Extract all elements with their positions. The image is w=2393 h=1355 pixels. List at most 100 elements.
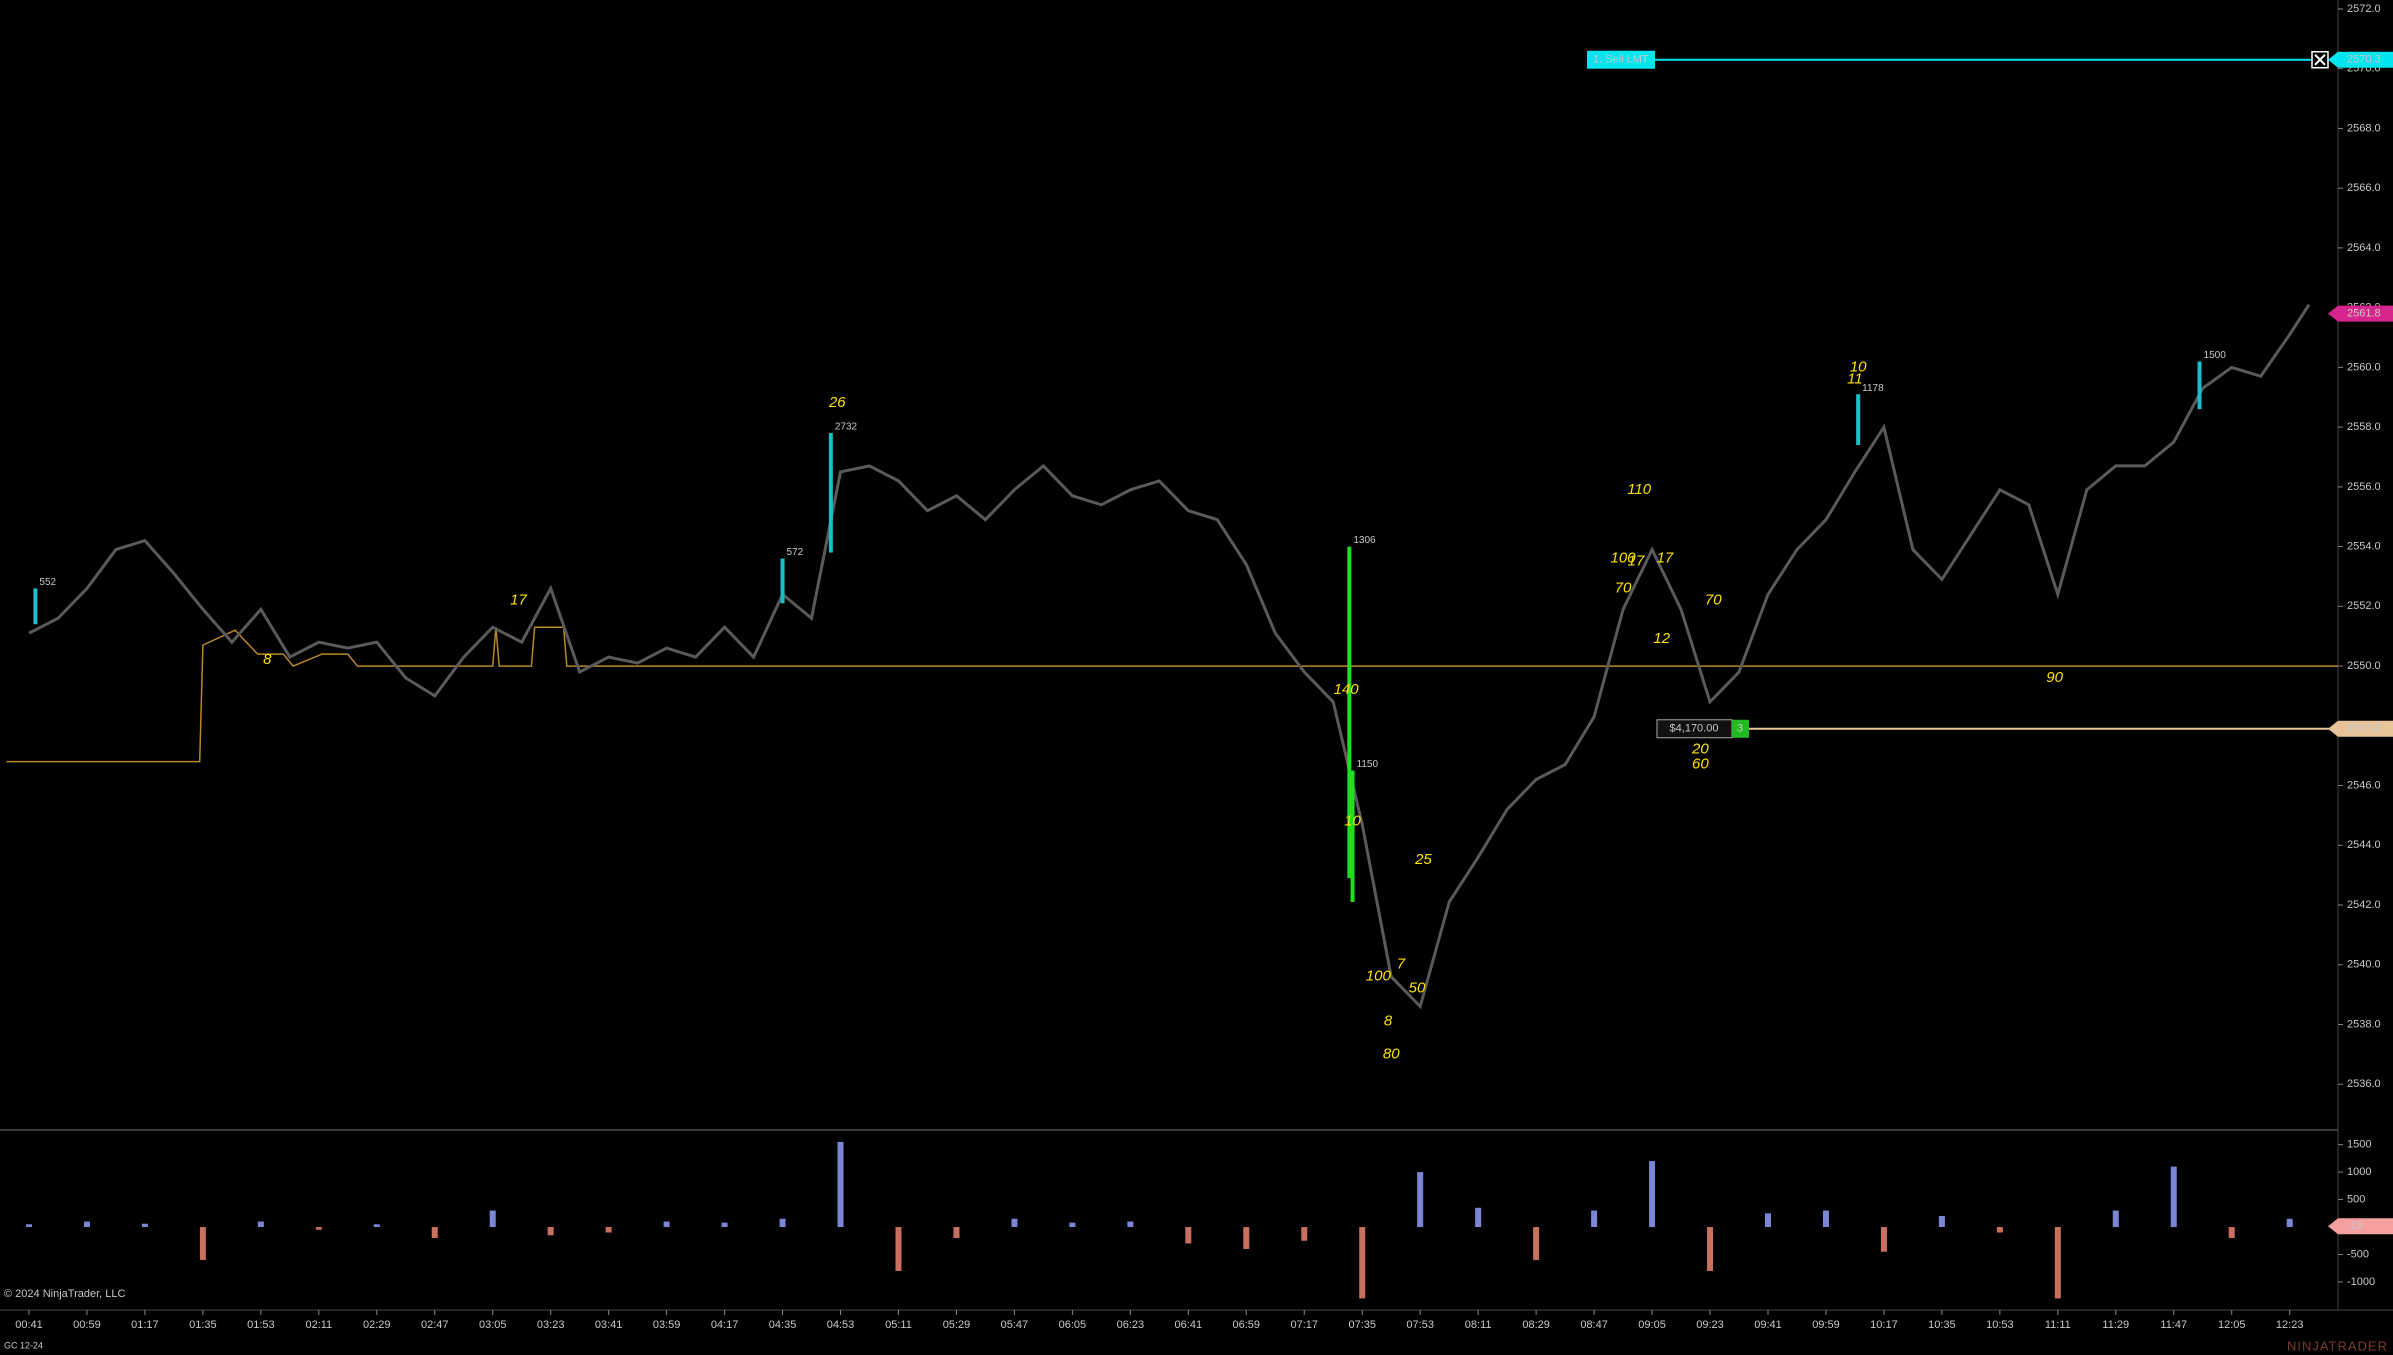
x-tick-label: 00:41	[15, 1319, 43, 1331]
big-trade-label: 552	[39, 577, 56, 588]
volume-bar	[1533, 1227, 1540, 1260]
annotation: 60	[1692, 756, 1709, 773]
volume-bar	[199, 1227, 206, 1260]
x-tick-label: 03:59	[653, 1319, 681, 1331]
x-tick-label: 11:47	[2160, 1319, 2187, 1331]
big-trade-label: 1178	[1862, 383, 1884, 394]
y-tick-label: 2546.0	[2347, 779, 2381, 791]
x-tick-label: 01:35	[189, 1319, 217, 1331]
volume-bar	[2286, 1218, 2293, 1228]
big-trade-bar	[828, 433, 833, 553]
big-trade-bar	[2197, 361, 2202, 410]
position-qty-box	[1732, 719, 1749, 738]
instrument: GC 12-24	[4, 1340, 43, 1350]
annotation: 17	[1657, 549, 1674, 566]
x-tick-label: 02:47	[421, 1319, 449, 1331]
volume-marker-label: 13	[2350, 1220, 2362, 1232]
volume-tick-label: 1500	[2347, 1139, 2371, 1151]
x-tick-label: 05:29	[943, 1319, 971, 1331]
y-tick-label: 2536.0	[2347, 1078, 2381, 1090]
annotation: 17	[510, 591, 527, 608]
x-tick-label: 01:17	[131, 1319, 159, 1331]
x-tick-label: 05:11	[885, 1319, 912, 1331]
x-tick-label: 03:23	[537, 1319, 565, 1331]
y-tick-label: 2560.0	[2347, 361, 2381, 373]
y-tick-label: 2554.0	[2347, 540, 2381, 552]
x-tick-label: 06:23	[1117, 1319, 1145, 1331]
volume-bar	[1069, 1222, 1076, 1228]
volume-bar	[1591, 1210, 1598, 1228]
big-trade-bar	[33, 588, 38, 625]
x-tick-label: 12:23	[2276, 1319, 2304, 1331]
big-trade-bar	[1350, 770, 1355, 903]
annotation: 17	[1628, 552, 1645, 569]
x-tick-label: 04:53	[827, 1319, 855, 1331]
position-price-label: 2547.9	[2347, 723, 2381, 735]
x-tick-label: 05:47	[1001, 1319, 1029, 1331]
volume-bar	[2228, 1227, 2235, 1238]
volume-bar	[1301, 1227, 1308, 1241]
y-tick-label: 2552.0	[2347, 600, 2381, 612]
annotation: 100	[1366, 968, 1392, 985]
volume-bar	[1880, 1227, 1887, 1252]
annotation: 26	[828, 394, 846, 411]
annotation: 8	[263, 651, 272, 668]
order-price-label: 2570.3	[2347, 54, 2381, 66]
volume-bar	[489, 1210, 496, 1228]
y-tick-label: 2556.0	[2347, 481, 2381, 493]
volume-bar	[1707, 1227, 1714, 1271]
volume-bar	[83, 1221, 90, 1228]
annotation: 10	[1344, 812, 1361, 829]
volume-bar	[1996, 1227, 2003, 1233]
order-label: 1. Sell LMT	[1593, 54, 1649, 66]
big-trade-label: 572	[787, 547, 804, 558]
last-price-label: 2561.8	[2347, 308, 2381, 320]
y-tick-label: 2544.0	[2347, 839, 2381, 851]
volume-bar	[431, 1227, 438, 1238]
order-price-tag	[2328, 51, 2393, 68]
x-tick-label: 06:41	[1175, 1319, 1203, 1331]
x-tick-label: 03:05	[479, 1319, 507, 1331]
y-tick-label: 2550.0	[2347, 660, 2381, 672]
y-tick-label: 2538.0	[2347, 1018, 2381, 1030]
big-trade-label: 1306	[1353, 535, 1376, 546]
volume-bar	[257, 1221, 264, 1228]
x-tick-label: 06:05	[1059, 1319, 1087, 1331]
volume-bar	[25, 1224, 32, 1228]
annotation: 20	[1691, 741, 1709, 758]
volume-bar	[141, 1223, 148, 1228]
volume-tick-label: 1000	[2347, 1166, 2371, 1178]
x-tick-label: 07:53	[1406, 1319, 1434, 1331]
annotation: 80	[1383, 1045, 1400, 1062]
annotation: 7	[1397, 956, 1406, 973]
x-tick-label: 11:11	[2045, 1319, 2071, 1331]
annotation: 12	[1653, 630, 1670, 647]
volume-marker-tag	[2328, 1218, 2393, 1235]
x-tick-label: 10:35	[1928, 1319, 1956, 1331]
x-tick-label: 08:11	[1465, 1319, 1492, 1331]
annotation: 90	[2046, 669, 2063, 686]
volume-bar	[837, 1141, 844, 1228]
x-tick-label: 09:23	[1696, 1319, 1724, 1331]
annotation: 25	[1414, 851, 1432, 868]
x-tick-label: 06:59	[1233, 1319, 1261, 1331]
x-tick-label: 09:41	[1754, 1319, 1782, 1331]
x-tick-label: 07:17	[1290, 1319, 1318, 1331]
volume-bar	[1127, 1221, 1134, 1228]
y-tick-label: 2564.0	[2347, 242, 2381, 254]
x-tick-label: 09:05	[1638, 1319, 1666, 1331]
big-trade-label: 2732	[835, 422, 858, 433]
position-qty: 3	[1737, 723, 1743, 735]
brand-logo: NINJATRADER	[2287, 1338, 2388, 1353]
volume-bar	[1764, 1213, 1771, 1228]
volume-bar	[953, 1227, 960, 1238]
y-tick-label: 2572.0	[2347, 3, 2381, 15]
volume-bar	[605, 1227, 612, 1233]
y-tick-label: 2558.0	[2347, 421, 2381, 433]
annotation: 70	[1615, 579, 1632, 596]
big-trade-label: 1150	[1357, 759, 1379, 770]
annotation: 50	[1409, 980, 1426, 997]
x-tick-label: 04:35	[769, 1319, 797, 1331]
